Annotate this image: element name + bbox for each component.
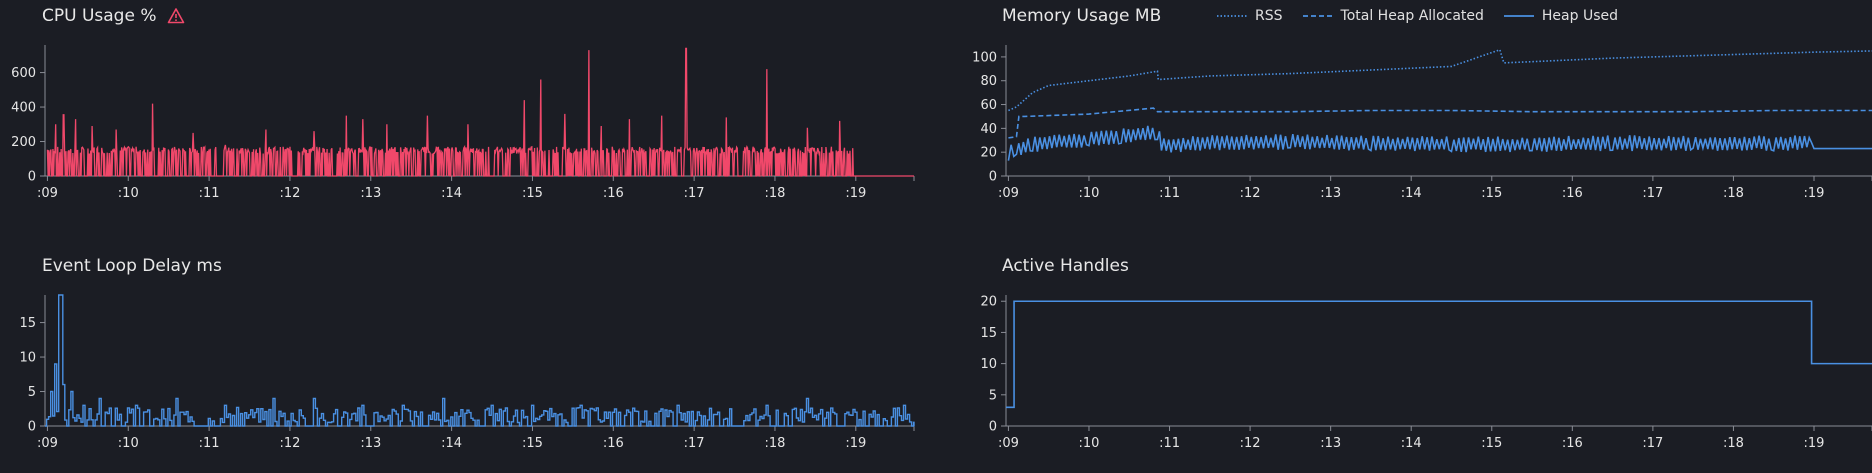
- x-tick-label: :09: [37, 186, 58, 201]
- warning-triangle-icon[interactable]: [167, 7, 185, 25]
- cpu-usage-panel: CPU Usage % 0 200 400 600 :09 :10 :11 :12 :13 :14…: [0, 0, 930, 201]
- y-tick-label: 20: [980, 146, 997, 161]
- y-tick-label: 200: [11, 135, 36, 150]
- x-tick-label: :14: [1401, 186, 1422, 201]
- x-tick-label: :10: [118, 436, 139, 451]
- cpu-series-line: [46, 47, 914, 177]
- active-handles-panel: Active Handles 0 5 10 15 20 :09 :10 :11 :12 :13 :1…: [0, 250, 1872, 473]
- x-tick-label: :17: [684, 186, 705, 201]
- x-tick-label: :17: [1642, 436, 1663, 451]
- cpu-usage-chart: 0 200 400 600 :09 :10 :11 :12 :13 :14 :15 :16 :17 :18…: [11, 45, 915, 201]
- x-tick-label: :16: [1562, 186, 1583, 201]
- event-loop-chart: 0 5 10 15 :09 :10 :11 :12 :13 :14 :15 :16 :17 :18 :19: [19, 294, 915, 451]
- x-tick-label: :09: [998, 436, 1019, 451]
- x-tick-label: :10: [1079, 436, 1100, 451]
- y-tick-label: 10: [19, 351, 36, 366]
- x-tick-label: :12: [279, 186, 300, 201]
- x-tick-label: :15: [522, 186, 543, 201]
- x-tick-label: :11: [1159, 436, 1180, 451]
- y-tick-label: 40: [980, 122, 997, 137]
- x-tick-label: :18: [1723, 436, 1744, 451]
- x-tick-label: :13: [1320, 186, 1341, 201]
- x-tick-label: :19: [845, 436, 866, 451]
- y-tick-label: 80: [980, 74, 997, 89]
- active-handles-series: [1006, 300, 1872, 409]
- x-tick-label: :17: [684, 436, 705, 451]
- x-tick-label: :11: [1159, 186, 1180, 201]
- x-tick-label: :16: [603, 186, 624, 201]
- y-tick-label: 600: [11, 66, 36, 81]
- memory-usage-panel: Memory Usage MB RSS Total Heap Allocated…: [0, 0, 1872, 201]
- y-tick-label: 5: [28, 385, 36, 400]
- x-tick-label: :12: [1240, 186, 1261, 201]
- x-tick-label: :15: [1481, 186, 1502, 201]
- x-tick-label: :11: [199, 186, 220, 201]
- x-tick-label: :15: [1481, 436, 1502, 451]
- y-tick-label: 60: [980, 98, 997, 113]
- y-tick-label: 0: [989, 170, 997, 185]
- event-loop-panel: Event Loop Delay ms 0 5 10 15 :09 :10 :11 :12 :1…: [0, 250, 930, 473]
- x-tick-label: :14: [441, 186, 462, 201]
- memory-series-heap-used: [1007, 125, 1872, 161]
- y-tick-label: 100: [972, 50, 997, 65]
- x-tick-label: :16: [1562, 436, 1583, 451]
- x-tick-label: :19: [1804, 186, 1825, 201]
- cpu-chart-title: CPU Usage %: [42, 6, 157, 26]
- x-tick-label: :13: [360, 186, 381, 201]
- y-tick-label: 0: [989, 420, 997, 435]
- legend-item-rss[interactable]: RSS: [1217, 8, 1283, 24]
- memory-usage-chart: 0 20 40 60 80 100 :09 :10 :11 :12 :13 :14 :15 :16 :17:…: [972, 45, 1872, 201]
- active-handles-chart-title: Active Handles: [1002, 256, 1129, 276]
- rss-legend-swatch: [1217, 15, 1247, 17]
- legend-item-heap-used[interactable]: Heap Used: [1503, 8, 1619, 24]
- x-tick-label: :18: [764, 436, 785, 451]
- heap-used-legend-swatch: [1503, 15, 1534, 17]
- x-tick-label: :19: [845, 186, 866, 201]
- memory-chart-title: Memory Usage MB: [1002, 6, 1162, 26]
- x-tick-label: :10: [118, 186, 139, 201]
- y-tick-label: 5: [989, 388, 997, 403]
- memory-series-rss: [1008, 48, 1872, 112]
- x-tick-label: :18: [1723, 186, 1744, 201]
- memory-series-heap-allocated: [1008, 107, 1872, 139]
- y-tick-label: 15: [980, 326, 997, 341]
- x-tick-label: :12: [279, 436, 300, 451]
- x-tick-label: :18: [764, 186, 785, 201]
- x-tick-label: :16: [603, 436, 624, 451]
- x-tick-label: :13: [1320, 436, 1341, 451]
- y-tick-label: 0: [28, 420, 36, 435]
- x-tick-label: :09: [998, 186, 1019, 201]
- x-tick-label: :09: [37, 436, 58, 451]
- x-tick-label: :13: [360, 436, 381, 451]
- y-tick-label: 0: [28, 170, 36, 185]
- x-tick-label: :19: [1804, 436, 1825, 451]
- y-tick-label: 15: [19, 316, 36, 331]
- x-tick-label: :11: [199, 436, 220, 451]
- legend-label-rss: RSS: [1255, 8, 1283, 24]
- y-tick-label: 20: [980, 295, 997, 310]
- x-tick-label: :14: [1401, 436, 1422, 451]
- y-tick-label: 10: [980, 357, 997, 372]
- x-tick-label: :12: [1240, 436, 1261, 451]
- event-loop-series: [45, 294, 915, 427]
- x-tick-label: :15: [522, 436, 543, 451]
- active-handles-chart: 0 5 10 15 20 :09 :10 :11 :12 :13 :14 :15 :16 :17 :18 :1…: [980, 295, 1872, 451]
- x-tick-label: :10: [1079, 186, 1100, 201]
- x-tick-label: :17: [1642, 186, 1663, 201]
- y-tick-label: 400: [11, 101, 36, 116]
- legend-label-heap-used: Heap Used: [1541, 8, 1619, 24]
- event-loop-chart-title: Event Loop Delay ms: [42, 256, 222, 276]
- heap-allocated-legend-swatch: [1302, 15, 1333, 17]
- legend-label-total-heap: Total Heap Allocated: [1340, 8, 1484, 24]
- x-tick-label: :14: [441, 436, 462, 451]
- memory-legend: RSS Total Heap Allocated Heap Used: [1217, 8, 1618, 24]
- legend-item-total-heap[interactable]: Total Heap Allocated: [1302, 8, 1484, 24]
